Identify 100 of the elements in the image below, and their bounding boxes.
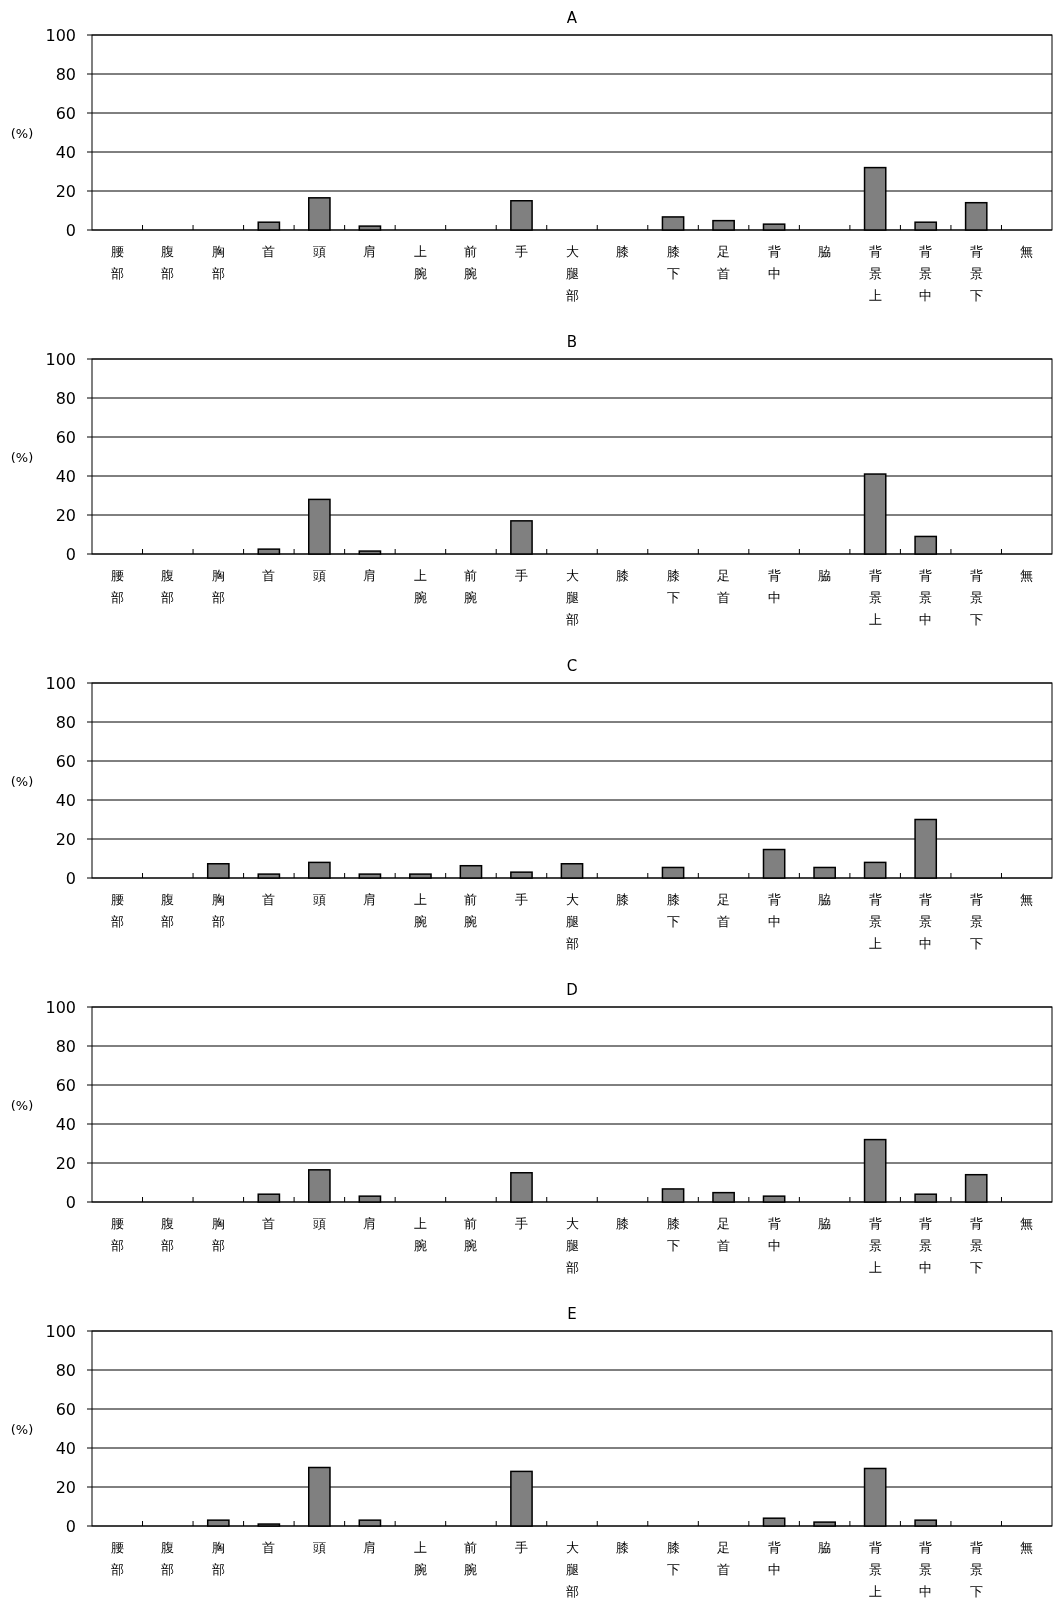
x-tick-label: 足首 [717,1216,731,1253]
x-tick-label: 膝 [616,1540,630,1555]
x-tick-label: 背景下 [969,568,983,627]
x-tick-label: 大腿部 [565,568,579,627]
x-tick-label: 前腕 [464,892,478,929]
y-axis-title: (%) [10,1097,34,1113]
x-tick-label: 膝下 [666,1540,680,1577]
x-tick-label: 膝 [616,892,630,907]
y-tick-label: 40 [55,467,76,486]
chart-title: E [567,1305,577,1323]
x-tick-label: 首 [262,892,276,907]
y-axis-title: (%) [10,449,34,465]
y-tick-label: 0 [65,221,76,240]
x-tick-label: 腹部 [161,1216,175,1253]
x-tick-label: 腹部 [161,892,175,929]
x-tick-label: 背景中 [919,244,933,303]
y-tick-label: 80 [55,389,76,408]
y-axis-title: (%) [10,773,34,789]
y-tick-label: 60 [55,1400,76,1419]
x-tick-label: 頭 [312,892,326,907]
x-tick-label: 脇 [818,244,832,259]
chart-title: B [566,333,578,351]
y-tick-label: 80 [55,713,76,732]
y-tick-label: 20 [55,182,76,201]
y-tick-label: 20 [55,506,76,525]
x-tick-label: 頭 [312,1540,326,1555]
x-tick-label: 手 [514,568,528,583]
y-tick-label: 80 [55,1037,76,1056]
x-tick-label: 膝下 [666,1216,680,1253]
x-tick-label: 上腕 [413,1216,427,1253]
x-tick-label: 背景下 [969,892,983,951]
y-tick-label: 40 [55,1439,76,1458]
x-tick-label: 腰部 [110,568,124,605]
x-tick-label: 背景中 [919,1216,933,1275]
x-tick-label: 背景上 [868,244,882,303]
x-tick-label: 足首 [717,244,731,281]
x-tick-label: 背景上 [868,568,882,627]
x-tick-label: 手 [514,1216,528,1231]
y-tick-label: 0 [65,1517,76,1536]
x-tick-label: 背景上 [868,1216,882,1275]
x-tick-label: 前腕 [464,568,478,605]
x-tick-label: 頭 [312,1216,326,1231]
x-tick-label: 無 [1020,1540,1034,1555]
x-tick-label: 前腕 [464,1216,478,1253]
y-tick-label: 100 [45,998,76,1017]
x-tick-label: 膝下 [666,568,680,605]
y-tick-label: 20 [55,830,76,849]
x-tick-label: 背中 [767,244,781,281]
x-tick-label: 首 [262,1540,276,1555]
y-tick-label: 60 [55,104,76,123]
y-tick-label: 20 [55,1154,76,1173]
x-tick-label: 背中 [767,892,781,929]
x-tick-label: 大腿部 [565,1540,579,1599]
y-tick-label: 60 [55,428,76,447]
x-tick-label: 背景中 [919,1540,933,1599]
y-tick-label: 80 [55,65,76,84]
x-tick-label: 脇 [818,1540,832,1555]
x-tick-label: 腰部 [110,244,124,281]
x-tick-label: 膝下 [666,892,680,929]
x-tick-label: 腰部 [110,892,124,929]
x-tick-label: 前腕 [464,1540,478,1577]
x-tick-label: 背中 [767,568,781,605]
x-tick-label: 足首 [717,892,731,929]
x-tick-label: 背景下 [969,1540,983,1599]
x-tick-label: 上腕 [413,1540,427,1577]
x-tick-label: 手 [514,1540,528,1555]
x-tick-label: 腹部 [161,244,175,281]
x-tick-label: 上腕 [413,892,427,929]
x-tick-label: 脇 [818,892,832,907]
x-tick-label: 手 [514,244,528,259]
y-tick-label: 20 [55,1478,76,1497]
x-tick-label: 首 [262,244,276,259]
chart-title: A [566,9,578,27]
y-axis-title: (%) [10,125,34,141]
x-tick-label: 背景中 [919,568,933,627]
x-tick-label: 首 [262,568,276,583]
x-tick-label: 腰部 [110,1216,124,1253]
y-tick-label: 60 [55,1076,76,1095]
x-tick-label: 大腿部 [565,244,579,303]
x-tick-label: 腹部 [161,1540,175,1577]
y-tick-label: 40 [55,143,76,162]
x-tick-label: 背景下 [969,1216,983,1275]
y-tick-label: 40 [55,1115,76,1134]
x-tick-label: 肩 [363,568,377,583]
x-tick-label: 背中 [767,1216,781,1253]
y-tick-label: 100 [45,1322,76,1341]
y-tick-label: 0 [65,1193,76,1212]
x-tick-label: 無 [1020,568,1034,583]
x-tick-label: 胸部 [211,1216,225,1253]
x-tick-label: 肩 [363,244,377,259]
x-tick-label: 首 [262,1216,276,1231]
x-tick-label: 胸部 [211,568,225,605]
x-tick-label: 背景上 [868,1540,882,1599]
x-tick-label: 無 [1020,244,1034,259]
y-tick-label: 0 [65,545,76,564]
x-tick-label: 膝 [616,568,630,583]
y-tick-label: 100 [45,350,76,369]
x-tick-label: 上腕 [413,244,427,281]
x-tick-label: 足首 [717,568,731,605]
x-tick-label: 背景下 [969,244,983,303]
